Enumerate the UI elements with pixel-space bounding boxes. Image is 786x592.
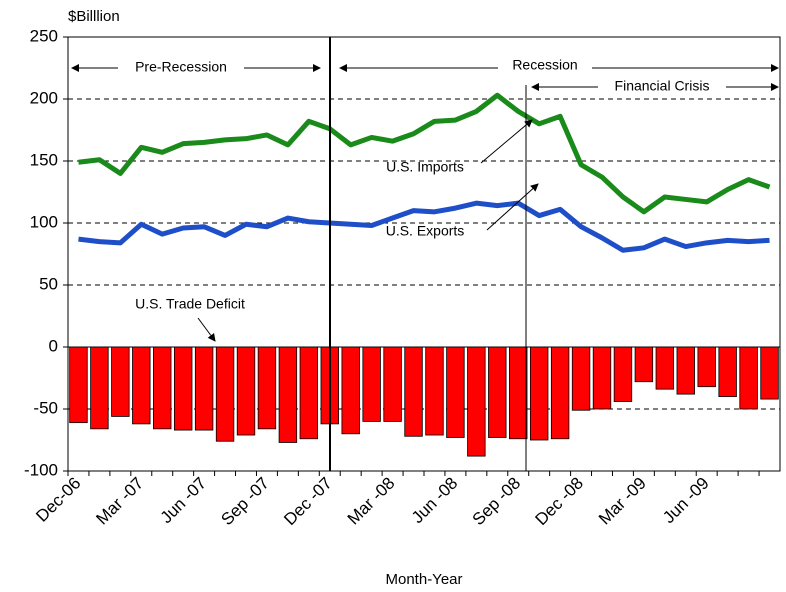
annotation: Recession [512,57,577,73]
bar [509,346,528,440]
bar [111,346,130,417]
annotation: U.S. Imports [386,159,464,175]
bar [215,346,235,442]
bar [194,346,214,431]
y-tick-label: 0 [49,336,58,355]
bar [383,346,402,422]
bar [550,346,570,440]
bar [257,346,277,430]
bar [69,346,88,424]
bar [739,346,758,410]
bar [404,346,423,437]
x-axis-title: Month-Year [386,571,463,588]
bar [425,346,444,436]
annotation: Pre-Recession [135,59,227,75]
bar [488,346,507,438]
bar [236,346,256,436]
bar [132,346,151,425]
bar [571,346,591,411]
x-tick-label: Sep -07 [217,474,273,530]
annotation: Financial Crisis [615,78,710,94]
bar [362,346,381,422]
bar [655,346,675,390]
y-axis-title: $Billlion [68,8,120,25]
bar [153,346,172,430]
bar [697,346,716,388]
y-tick-label: 150 [30,150,58,169]
bar [299,346,319,440]
x-tick-label: Dec -07 [280,474,336,530]
arrow [486,183,539,231]
annotation: U.S. Trade Deficit [135,296,245,312]
y-tick-label: 50 [39,274,58,293]
line [78,92,771,215]
y-tick-label: -100 [24,460,58,479]
annotation: U.S. Exports [386,223,465,239]
bar [676,346,695,395]
line [78,200,770,253]
bar [760,346,779,400]
arrow [197,317,216,342]
x-tick-label: Dec-06 [32,474,84,526]
bar [613,346,633,402]
x-tick-label: Jun -07 [157,474,211,528]
bar [278,346,298,443]
bar [446,346,465,438]
bars [69,346,779,457]
bar [529,346,549,441]
bar [341,346,360,435]
y-tick-label: -50 [33,398,58,417]
bar [592,346,612,410]
bar [634,346,654,383]
arrow [480,119,533,164]
lines [78,92,771,253]
y-tick-label: 200 [30,88,58,107]
bar [467,346,486,457]
y-tick-label: 100 [30,212,58,231]
bar [173,346,193,431]
y-tick-label: 250 [30,26,58,45]
x-tick-label: Mar -09 [595,474,650,529]
x-tick-label: Jun -08 [408,474,462,528]
x-tick-label: Mar -08 [344,474,399,529]
x-tick-label: Jun -09 [659,474,713,528]
x-tick-label: Sep -08 [469,474,525,530]
x-tick-label: Dec -08 [532,474,588,530]
x-tick-label: Mar -07 [92,474,147,529]
bar [90,346,109,430]
bar [718,346,737,397]
